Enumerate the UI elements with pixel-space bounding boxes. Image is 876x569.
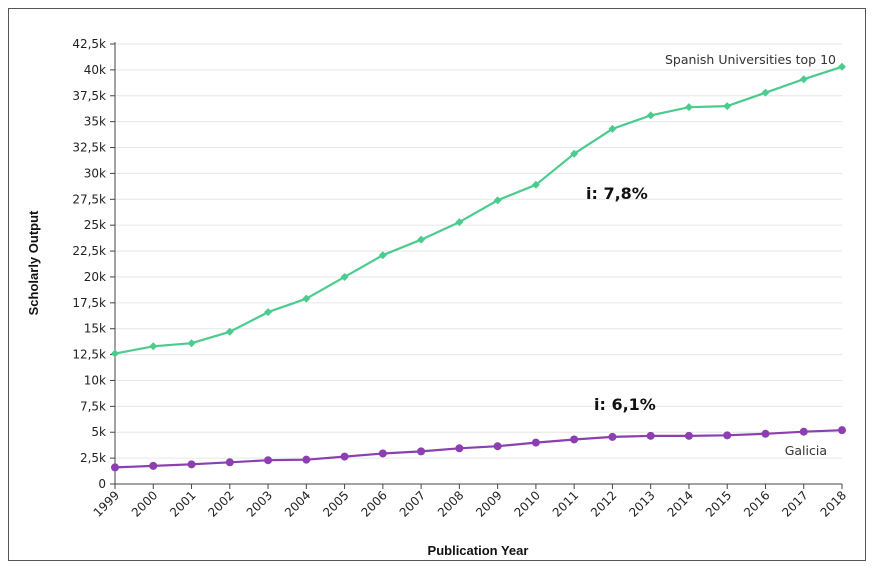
y-tick-label: 27,5k [72, 192, 106, 206]
x-tick-label: 2005 [320, 488, 351, 519]
x-tick-label: 2014 [665, 488, 696, 519]
y-tick-label: 40k [84, 63, 106, 77]
data-point [608, 432, 617, 441]
y-tick-label: 37,5k [72, 89, 106, 103]
data-point [646, 111, 655, 120]
grid-lines [115, 43, 842, 459]
series-spanish-top10 [111, 62, 846, 358]
series-line-spanish-top10 [114, 65, 843, 355]
data-point [264, 456, 273, 465]
data-point [838, 426, 846, 435]
y-tick-label: 30k [84, 166, 106, 180]
data-point [838, 62, 846, 71]
data-point [111, 349, 119, 358]
data-point [378, 251, 387, 260]
y-axis-title: Scholarly Output [26, 210, 41, 315]
y-tick-label: 17,5k [72, 296, 106, 310]
data-point [111, 463, 119, 472]
x-tick-label: 2002 [205, 488, 236, 519]
data-point [684, 431, 693, 440]
y-tick-label: 2,5k [80, 451, 106, 465]
data-point [799, 427, 808, 436]
data-point [570, 435, 579, 444]
x-tick-label: 2001 [167, 488, 198, 519]
data-point [723, 431, 732, 440]
x-axis-title: Publication Year [428, 543, 529, 558]
data-point [340, 272, 349, 281]
data-point [149, 461, 158, 470]
y-tick-label: 35k [84, 115, 106, 129]
x-tick-label: 2009 [473, 488, 504, 519]
x-tick-label: 2018 [818, 488, 849, 519]
series-galicia [111, 426, 846, 472]
y-tick-label: 25k [84, 218, 106, 232]
labels: Scholarly Output Publication Year Spanis… [26, 52, 836, 558]
y-tick-label: 12,5k [72, 348, 106, 362]
data-point [799, 75, 808, 84]
data-point [302, 294, 311, 303]
data-point [187, 460, 196, 469]
x-tick-label: 2006 [358, 488, 389, 519]
x-tick-label: 2003 [244, 488, 275, 519]
data-point [225, 458, 234, 467]
x-tick-label: 2004 [282, 488, 313, 519]
x-tick-label: 2017 [779, 488, 810, 519]
data-point [608, 124, 617, 133]
data-point [417, 235, 426, 244]
y-tick-label: 22,5k [72, 244, 106, 258]
data-point [340, 452, 349, 461]
data-point [723, 102, 732, 111]
x-tick-label: 2008 [435, 488, 466, 519]
data-point [378, 449, 387, 458]
y-tick-label: 42,5k [72, 37, 106, 51]
growth-annotation-galicia: i: 6,1% [594, 395, 656, 414]
y-tick-label: 0 [98, 477, 106, 491]
x-tick-label: 2010 [512, 488, 543, 519]
x-tick-label: 1999 [91, 488, 122, 519]
x-tick-label: 2000 [129, 488, 160, 519]
y-tick-label: 32,5k [72, 141, 106, 155]
data-point [570, 149, 579, 158]
data-point [493, 442, 502, 451]
data-point [761, 88, 770, 97]
series-layer [111, 62, 846, 472]
series-label-spanish-top10: Spanish Universities top 10 [665, 52, 836, 67]
data-point [684, 103, 693, 112]
x-tick-label: 2011 [550, 488, 581, 519]
y-tick-label: 15k [84, 322, 106, 336]
data-point [531, 438, 540, 447]
series-line-galicia [114, 429, 843, 469]
series-label-galicia: Galicia [785, 443, 827, 458]
y-tick-label: 10k [84, 373, 106, 387]
data-point [264, 308, 273, 317]
x-tick-label: 2013 [626, 488, 657, 519]
data-point [493, 196, 502, 205]
x-tick-label: 2007 [397, 488, 428, 519]
y-tick-label: 7,5k [80, 399, 106, 413]
y-tick-label: 5k [91, 425, 106, 439]
data-point [761, 429, 770, 438]
x-tick-label: 2016 [741, 488, 772, 519]
x-tick-label: 2012 [588, 488, 619, 519]
data-point [455, 218, 464, 227]
data-point [417, 447, 426, 456]
data-point [149, 342, 158, 351]
y-tick-label: 20k [84, 270, 106, 284]
data-point [531, 180, 540, 189]
data-point [225, 327, 234, 336]
growth-annotation-spanish-top10: i: 7,8% [586, 184, 648, 203]
data-point [187, 339, 196, 348]
data-point [646, 431, 655, 440]
data-point [455, 444, 464, 453]
data-point [302, 455, 311, 464]
x-tick-label: 2015 [703, 488, 734, 519]
